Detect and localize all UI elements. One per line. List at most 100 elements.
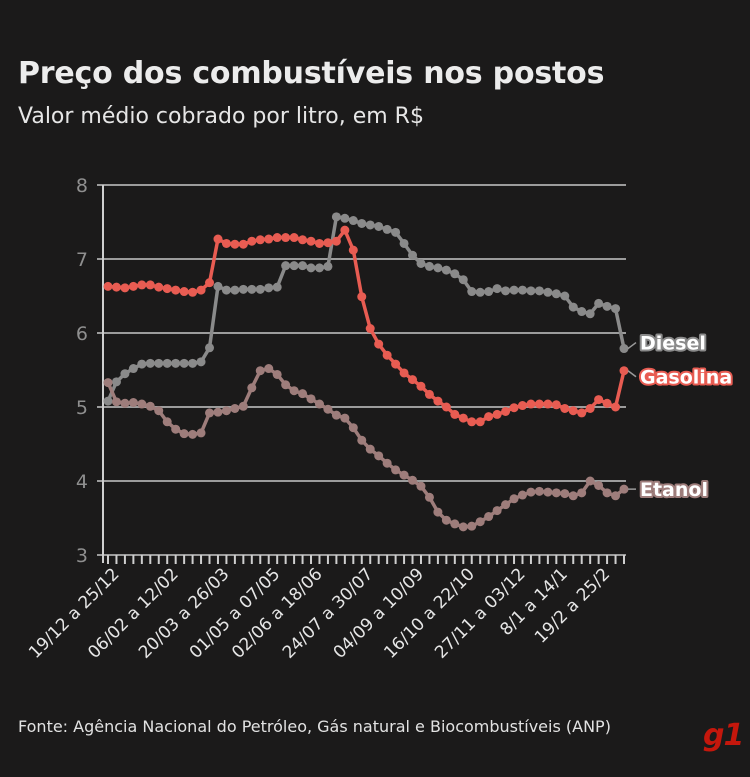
diesel-point [120,369,130,379]
etanol-point [543,487,553,497]
gasolina-point [374,339,384,349]
diesel-point [365,220,375,230]
etanol-point [441,515,451,525]
etanol-point [611,491,621,501]
diesel-point [416,258,426,268]
etanol-point [501,500,511,510]
diesel-point [509,285,519,295]
etanol-point [314,399,324,409]
diesel-point [475,287,485,297]
etanol-point [602,488,612,498]
chart-grid [97,184,626,556]
diesel-point [543,287,553,297]
diesel-point [594,298,604,308]
series-labels: Diesel Gasolina Etanol [627,331,734,503]
gasolina-point [128,281,138,291]
etanol-point [475,517,485,527]
etanol-point [306,394,316,404]
diesel-point [289,261,299,271]
etanol-point [408,475,418,485]
gasolina-point [145,280,155,290]
gasolina-point [517,401,527,411]
diesel-point [467,287,477,297]
etanol-point [517,490,527,500]
diesel-point [484,287,494,297]
etanol-point [128,398,138,408]
y-tick-label: 8 [76,175,88,197]
diesel-point [171,358,181,368]
diesel-point [103,396,113,406]
x-tick-label: 04/09 a 10/09 [330,564,428,662]
etanol-point [382,458,392,468]
etanol-point [340,413,350,423]
etanol-point [391,465,401,475]
diesel-point [230,285,240,295]
gasolina-point [298,235,308,245]
diesel-point [408,250,418,260]
diesel-point [526,286,536,296]
gasolina-point [594,395,604,405]
gasolina-point [382,350,392,360]
gasolina-point [247,236,257,246]
gasolina-point [585,403,595,413]
diesel-point [196,357,206,367]
gasolina-point [424,389,434,399]
gasolina-point [103,281,113,291]
etanol-point [298,389,308,399]
gasolina-point [501,406,511,416]
gasolina-point [568,406,578,416]
gasolina-point [365,324,375,334]
gasolina-point [137,280,147,290]
etanol-point [433,507,443,517]
gasolina-point [205,278,215,288]
etanol-point [619,484,629,494]
gasolina-point [213,234,223,244]
etanol-point [230,403,240,413]
gasolina-point [272,233,282,243]
gasolina-point [154,282,164,292]
diesel-point [551,289,561,299]
gasolina-point [340,225,350,235]
etanol-point [374,451,384,461]
gasolina-point [289,233,299,243]
gasolina-point [230,239,240,249]
diesel-point [340,213,350,223]
gasolina-point [120,283,130,293]
diesel-point [424,261,434,271]
x-tick-label: 24/07 a 30/07 [279,564,377,662]
gasolina-point [391,359,401,369]
gasolina-point [111,282,121,292]
source-note: Fonte: Agência Nacional do Petróleo, Gás… [18,717,611,736]
g1-logo: g1 [703,718,744,753]
y-tick-label: 6 [76,323,88,345]
diesel-point [492,284,502,294]
diesel-point [357,218,367,228]
diesel-point [281,261,291,271]
diesel-point [179,358,189,368]
etanol-point [492,506,502,516]
gasolina-point [255,235,265,245]
diesel-point [534,286,544,296]
diesel-point [399,238,409,248]
diesel-point [331,212,341,222]
etanol-point [357,435,367,445]
diesel-point [264,283,274,293]
chart-subtitle: Valor médio cobrado por litro, em R$ [18,104,424,129]
gasolina-point [179,287,189,297]
etanol-point [281,380,291,390]
etanol-point [585,476,595,486]
gasolina-point [509,403,519,413]
etanol-point [348,423,358,433]
etanol-point [399,470,409,480]
etanol-point [467,521,477,531]
diesel-point [391,227,401,237]
gasolina-point [399,368,409,378]
diesel-point [611,304,621,314]
gasolina-point [433,396,443,406]
gasolina-point [526,399,536,409]
gasolina-point [188,287,198,297]
gasolina-point [450,409,460,419]
diesel-point [450,269,460,279]
gasolina-point [551,400,561,410]
